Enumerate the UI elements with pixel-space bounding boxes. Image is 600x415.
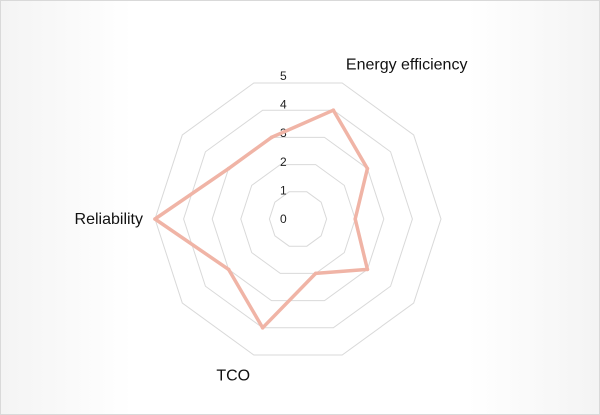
data-point-6 (226, 267, 231, 272)
tick-label-4: 4 (280, 98, 287, 112)
category-label-0: Energy efficiency (346, 57, 468, 74)
grid-ring-2 (240, 164, 356, 274)
tick-label-1: 1 (280, 183, 287, 197)
category-label-5: TCO (216, 367, 250, 384)
data-point-0 (331, 108, 336, 112)
data-point-7 (153, 217, 157, 221)
data-point-2 (353, 217, 358, 221)
data-point-5 (260, 326, 265, 330)
radar-grid (154, 82, 442, 356)
data-point-3 (365, 267, 370, 272)
grid-ring-1 (268, 191, 328, 247)
tick-label-2: 2 (280, 155, 287, 169)
data-point-4 (313, 271, 318, 276)
grid-ring-4 (183, 109, 413, 329)
tick-label-5: 5 (280, 69, 287, 83)
tick-label-0: 0 (280, 212, 287, 226)
category-label-7: Reliability (75, 211, 143, 228)
data-point-8 (226, 166, 231, 171)
series-group (153, 108, 370, 330)
series-line-0 (153, 108, 370, 330)
grid-ring-5 (154, 82, 442, 356)
data-point-1 (365, 166, 370, 171)
category-labels: Energy efficiency TCO Reliability (75, 57, 468, 385)
data-point-9 (269, 135, 274, 140)
